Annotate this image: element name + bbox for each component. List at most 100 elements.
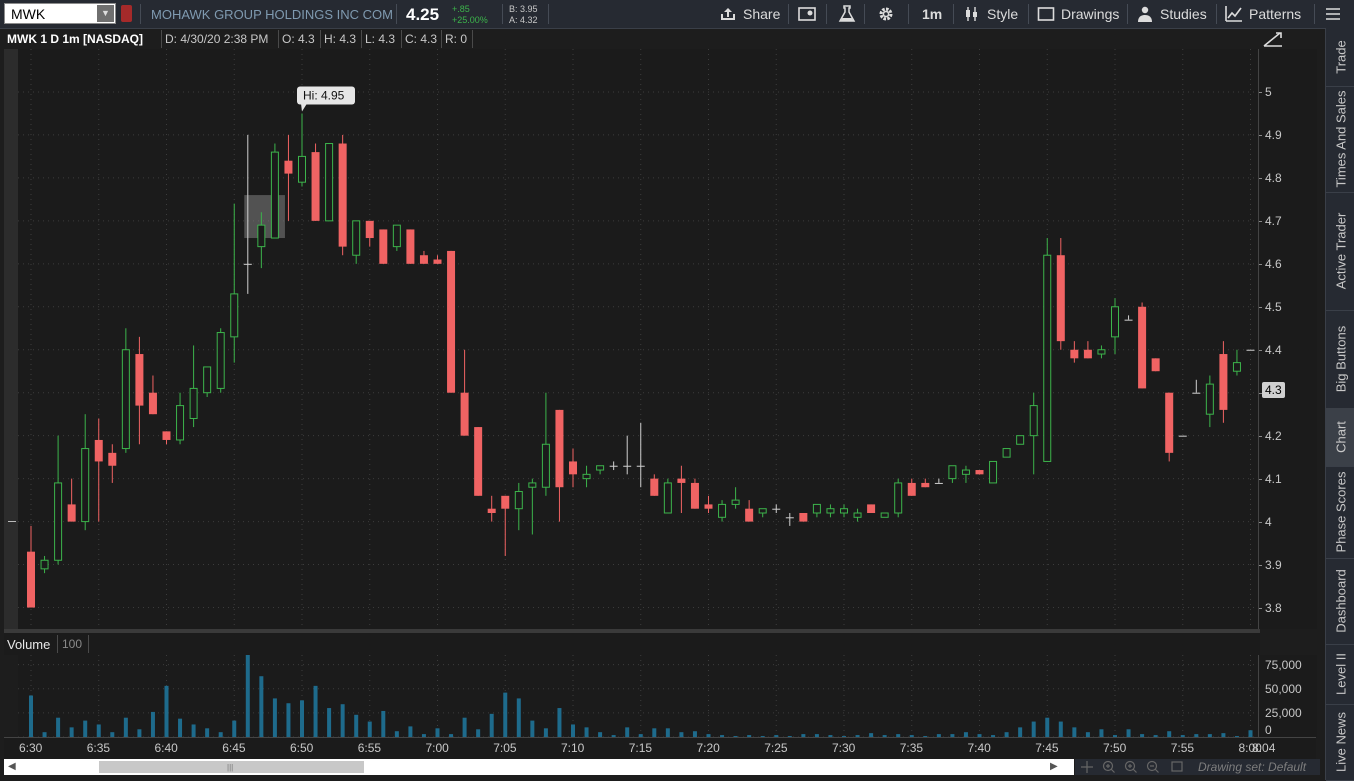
candle[interactable] xyxy=(135,336,144,445)
candle[interactable] xyxy=(325,143,334,222)
chart-settings-toggle[interactable] xyxy=(1262,30,1284,51)
candle[interactable] xyxy=(514,482,523,531)
candle[interactable] xyxy=(1246,349,1255,351)
volume-chart-pane[interactable] xyxy=(18,654,1265,738)
scroll-right-arrow[interactable]: ▶ xyxy=(1050,761,1058,772)
scroll-left-arrow[interactable]: ◀ xyxy=(8,761,16,772)
candle[interactable] xyxy=(569,448,577,488)
candle[interactable] xyxy=(961,465,970,483)
candle[interactable] xyxy=(690,478,699,509)
candle[interactable] xyxy=(799,513,808,522)
candle[interactable] xyxy=(1016,435,1025,445)
sidebar-tab-dashboard[interactable]: Dashboard xyxy=(1326,558,1354,645)
candle[interactable] xyxy=(1232,349,1241,376)
candle[interactable] xyxy=(623,435,632,475)
candle[interactable] xyxy=(487,495,496,522)
candle[interactable] xyxy=(718,500,727,522)
candle[interactable] xyxy=(460,349,469,436)
sidebar-tab-active-trader[interactable]: Active Trader xyxy=(1326,192,1354,311)
candle[interactable] xyxy=(1192,379,1201,394)
sidebar-tab-big-buttons[interactable]: Big Buttons xyxy=(1326,310,1354,409)
candle[interactable] xyxy=(176,392,185,445)
candle[interactable] xyxy=(894,478,903,518)
drawing-set-label[interactable]: Drawing set: Default xyxy=(1198,760,1307,774)
chart-scrollbar[interactable]: ◀ ||| ▶ xyxy=(4,759,1074,775)
scroll-thumb[interactable]: ||| xyxy=(99,761,364,773)
candle[interactable] xyxy=(474,427,483,496)
candle[interactable] xyxy=(365,220,374,247)
candle[interactable] xyxy=(812,503,821,518)
candle[interactable] xyxy=(1151,358,1160,372)
symbol-input[interactable] xyxy=(11,6,97,22)
share-button[interactable]: Share xyxy=(719,0,780,28)
sidebar-tab-live-news[interactable]: Live News xyxy=(1326,704,1354,781)
pan-icon[interactable] xyxy=(1081,761,1093,773)
candle[interactable] xyxy=(298,113,306,187)
candle[interactable] xyxy=(162,431,171,445)
candle[interactable] xyxy=(311,143,320,221)
candle[interactable] xyxy=(27,525,35,608)
settings-button[interactable] xyxy=(877,0,901,28)
candle[interactable] xyxy=(1097,345,1106,359)
flag-icon[interactable] xyxy=(121,5,132,22)
candle[interactable] xyxy=(379,229,388,264)
candle[interactable] xyxy=(406,229,415,264)
candle[interactable] xyxy=(609,461,618,471)
candle[interactable] xyxy=(785,513,794,526)
candle[interactable] xyxy=(392,224,401,251)
candle[interactable] xyxy=(94,418,103,522)
candle[interactable] xyxy=(108,444,117,483)
symbol-selector[interactable]: ▼ xyxy=(4,3,116,24)
candle[interactable] xyxy=(582,465,591,488)
candle[interactable] xyxy=(704,495,713,513)
candle[interactable] xyxy=(772,504,781,513)
candle[interactable] xyxy=(270,143,279,239)
candle[interactable] xyxy=(284,134,293,221)
candle[interactable] xyxy=(419,250,428,264)
candle[interactable] xyxy=(243,134,252,294)
studies-button[interactable]: Studies xyxy=(1136,0,1207,28)
candle[interactable] xyxy=(352,220,361,264)
candle[interactable] xyxy=(1219,341,1228,423)
candle[interactable] xyxy=(1043,238,1052,462)
candle[interactable] xyxy=(840,504,848,518)
candle[interactable] xyxy=(40,555,49,574)
candle[interactable] xyxy=(216,328,225,393)
candle[interactable] xyxy=(989,460,998,484)
candle[interactable] xyxy=(934,478,943,484)
candle[interactable] xyxy=(921,478,930,488)
sidebar-tab-phase-scores[interactable]: Phase Scores xyxy=(1326,466,1354,559)
candle[interactable] xyxy=(880,512,889,518)
candle[interactable] xyxy=(541,392,550,496)
candle[interactable] xyxy=(1056,238,1065,350)
candle[interactable] xyxy=(555,409,564,522)
zoom-in-icon[interactable] xyxy=(1124,760,1137,773)
sidebar-tab-chart[interactable]: Chart xyxy=(1326,408,1354,467)
chevron-down-icon[interactable]: ▼ xyxy=(97,5,114,22)
candle[interactable] xyxy=(636,422,645,488)
candle[interactable] xyxy=(1029,392,1038,475)
candle[interactable] xyxy=(1083,341,1092,359)
menu-button[interactable] xyxy=(1325,0,1347,28)
candle[interactable] xyxy=(1165,392,1174,462)
candle[interactable] xyxy=(596,465,605,475)
candle[interactable] xyxy=(758,508,767,518)
candle[interactable] xyxy=(650,474,659,496)
candle[interactable] xyxy=(1002,448,1011,458)
candle[interactable] xyxy=(257,212,266,269)
candle[interactable] xyxy=(1070,341,1079,363)
candle[interactable] xyxy=(230,203,239,363)
candle[interactable] xyxy=(528,478,537,535)
candle[interactable] xyxy=(54,435,63,565)
drawings-button[interactable]: Drawings xyxy=(1037,0,1119,28)
candle[interactable] xyxy=(745,500,754,522)
candle[interactable] xyxy=(1124,315,1133,321)
candlestick-chart[interactable]: Hi: 4.95 xyxy=(18,49,1269,629)
candle[interactable] xyxy=(975,470,984,475)
candle[interactable] xyxy=(663,478,672,514)
candle[interactable] xyxy=(1138,302,1147,389)
candle[interactable] xyxy=(867,504,876,513)
candle[interactable] xyxy=(189,345,198,428)
flexible-grid-button[interactable] xyxy=(798,0,822,28)
style-button[interactable]: Style xyxy=(963,0,1018,28)
